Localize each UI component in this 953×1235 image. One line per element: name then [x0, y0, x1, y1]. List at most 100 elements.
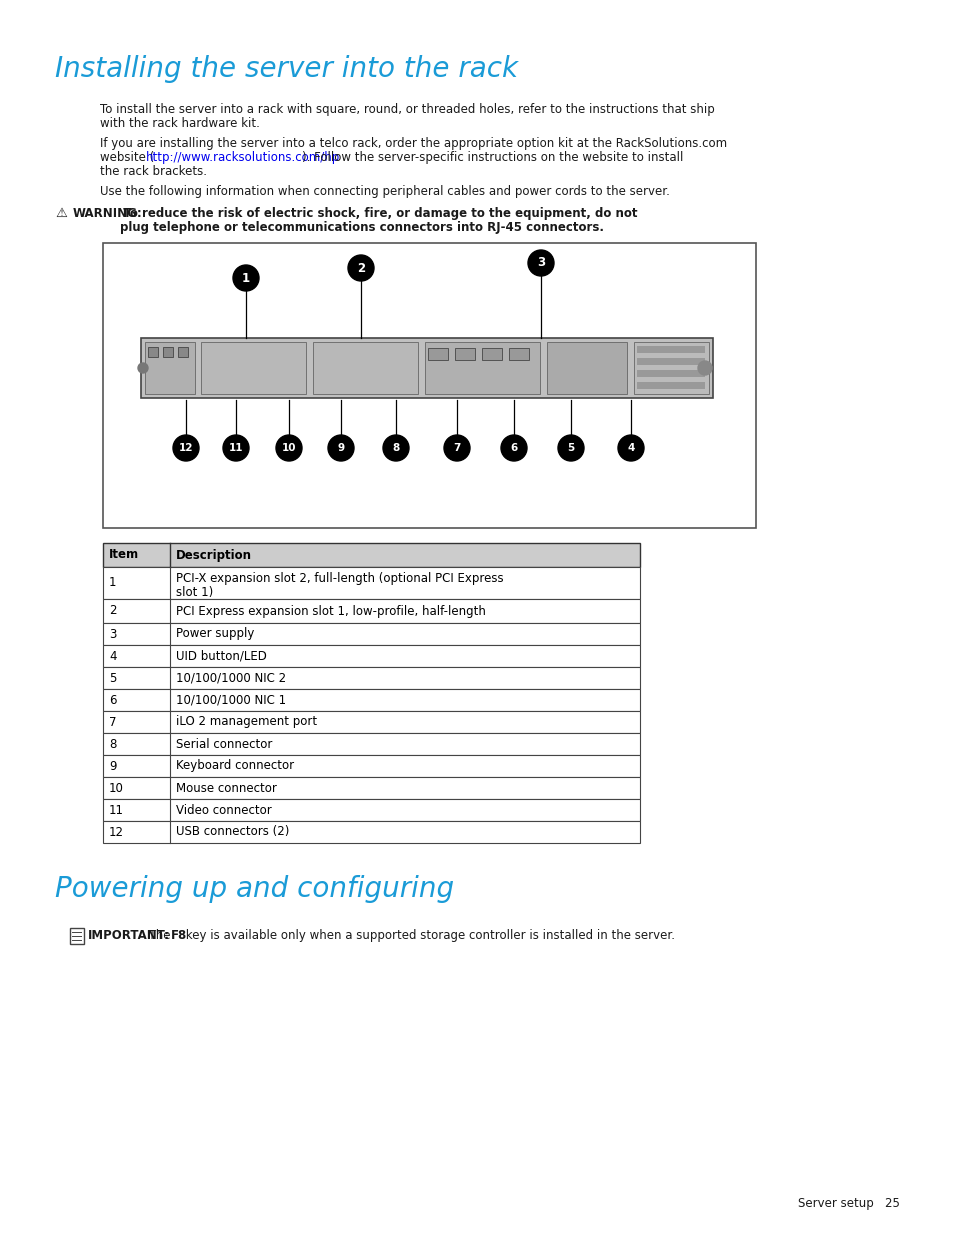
- Text: 8: 8: [392, 443, 399, 453]
- FancyBboxPatch shape: [103, 734, 639, 755]
- Text: 6: 6: [109, 694, 116, 706]
- Text: 3: 3: [109, 627, 116, 641]
- FancyBboxPatch shape: [103, 543, 639, 567]
- Text: 11: 11: [109, 804, 124, 816]
- FancyBboxPatch shape: [637, 346, 704, 353]
- FancyBboxPatch shape: [424, 342, 539, 394]
- Text: 10/100/1000 NIC 2: 10/100/1000 NIC 2: [175, 672, 286, 684]
- Circle shape: [328, 435, 354, 461]
- Text: WARNING:: WARNING:: [73, 207, 143, 220]
- FancyBboxPatch shape: [201, 342, 306, 394]
- FancyBboxPatch shape: [509, 348, 529, 359]
- FancyBboxPatch shape: [637, 370, 704, 377]
- Text: 8: 8: [109, 737, 116, 751]
- Text: 1: 1: [242, 272, 250, 284]
- FancyBboxPatch shape: [70, 927, 84, 944]
- FancyBboxPatch shape: [178, 347, 188, 357]
- Text: 10: 10: [281, 443, 296, 453]
- FancyBboxPatch shape: [103, 711, 639, 734]
- Text: Mouse connector: Mouse connector: [175, 782, 276, 794]
- Text: USB connectors (2): USB connectors (2): [175, 825, 289, 839]
- Text: The: The: [141, 929, 174, 942]
- Text: 6: 6: [510, 443, 517, 453]
- Text: slot 1): slot 1): [175, 585, 213, 599]
- Text: Serial connector: Serial connector: [175, 737, 273, 751]
- Text: plug telephone or telecommunications connectors into RJ-45 connectors.: plug telephone or telecommunications con…: [120, 221, 603, 233]
- Circle shape: [138, 363, 148, 373]
- Text: IMPORTANT:: IMPORTANT:: [88, 929, 170, 942]
- FancyBboxPatch shape: [546, 342, 626, 394]
- Text: iLO 2 management port: iLO 2 management port: [175, 715, 316, 729]
- Circle shape: [382, 435, 409, 461]
- Text: 4: 4: [627, 443, 634, 453]
- FancyBboxPatch shape: [455, 348, 475, 359]
- FancyBboxPatch shape: [103, 755, 639, 777]
- Text: PCI-X expansion slot 2, full-length (optional PCI Express: PCI-X expansion slot 2, full-length (opt…: [175, 572, 503, 585]
- Text: 3: 3: [537, 257, 544, 269]
- FancyBboxPatch shape: [481, 348, 501, 359]
- Circle shape: [500, 435, 526, 461]
- Text: key is available only when a supported storage controller is installed in the se: key is available only when a supported s…: [182, 929, 675, 942]
- FancyBboxPatch shape: [103, 622, 639, 645]
- FancyBboxPatch shape: [103, 599, 639, 622]
- FancyBboxPatch shape: [103, 667, 639, 689]
- Text: with the rack hardware kit.: with the rack hardware kit.: [100, 117, 259, 130]
- Text: website (: website (: [100, 151, 154, 164]
- Text: Video connector: Video connector: [175, 804, 272, 816]
- FancyBboxPatch shape: [637, 358, 704, 366]
- Circle shape: [698, 361, 711, 375]
- Text: Powering up and configuring: Powering up and configuring: [55, 876, 454, 903]
- Circle shape: [172, 435, 199, 461]
- Text: To reduce the risk of electric shock, fire, or damage to the equipment, do not: To reduce the risk of electric shock, fi…: [115, 207, 638, 220]
- Text: http://www.racksolutions.com/hp: http://www.racksolutions.com/hp: [145, 151, 339, 164]
- Text: PCI Express expansion slot 1, low-profile, half-length: PCI Express expansion slot 1, low-profil…: [175, 604, 485, 618]
- Circle shape: [223, 435, 249, 461]
- FancyBboxPatch shape: [163, 347, 172, 357]
- Text: Installing the server into the rack: Installing the server into the rack: [55, 56, 517, 83]
- Circle shape: [527, 249, 554, 275]
- Text: To install the server into a rack with square, round, or threaded holes, refer t: To install the server into a rack with s…: [100, 103, 714, 116]
- Text: 7: 7: [109, 715, 116, 729]
- FancyBboxPatch shape: [103, 799, 639, 821]
- Text: If you are installing the server into a telco rack, order the appropriate option: If you are installing the server into a …: [100, 137, 726, 149]
- Text: 5: 5: [109, 672, 116, 684]
- Text: UID button/LED: UID button/LED: [175, 650, 267, 662]
- Circle shape: [275, 435, 302, 461]
- FancyBboxPatch shape: [103, 243, 755, 529]
- FancyBboxPatch shape: [103, 689, 639, 711]
- Circle shape: [348, 254, 374, 282]
- Text: ⚠: ⚠: [55, 207, 67, 220]
- Text: 9: 9: [337, 443, 344, 453]
- FancyBboxPatch shape: [634, 342, 708, 394]
- FancyBboxPatch shape: [103, 645, 639, 667]
- Text: Server setup   25: Server setup 25: [798, 1197, 899, 1210]
- Text: 12: 12: [178, 443, 193, 453]
- FancyBboxPatch shape: [141, 338, 712, 398]
- FancyBboxPatch shape: [103, 777, 639, 799]
- Text: 10/100/1000 NIC 1: 10/100/1000 NIC 1: [175, 694, 286, 706]
- FancyBboxPatch shape: [103, 821, 639, 844]
- FancyBboxPatch shape: [103, 567, 639, 599]
- Text: 9: 9: [109, 760, 116, 773]
- Text: the rack brackets.: the rack brackets.: [100, 165, 207, 178]
- Text: Keyboard connector: Keyboard connector: [175, 760, 294, 773]
- Circle shape: [233, 266, 258, 291]
- Text: 11: 11: [229, 443, 243, 453]
- Text: Item: Item: [109, 548, 139, 562]
- Text: Use the following information when connecting peripheral cables and power cords : Use the following information when conne…: [100, 185, 669, 198]
- Circle shape: [618, 435, 643, 461]
- Text: 5: 5: [567, 443, 574, 453]
- FancyBboxPatch shape: [313, 342, 417, 394]
- Circle shape: [443, 435, 470, 461]
- Text: 2: 2: [356, 262, 365, 274]
- FancyBboxPatch shape: [637, 382, 704, 389]
- FancyBboxPatch shape: [428, 348, 448, 359]
- Text: Power supply: Power supply: [175, 627, 254, 641]
- Text: 10: 10: [109, 782, 124, 794]
- Text: ). Follow the server-specific instructions on the website to install: ). Follow the server-specific instructio…: [302, 151, 682, 164]
- FancyBboxPatch shape: [148, 347, 158, 357]
- Text: F8: F8: [172, 929, 188, 942]
- FancyBboxPatch shape: [145, 342, 194, 394]
- Text: 1: 1: [109, 577, 116, 589]
- Circle shape: [558, 435, 583, 461]
